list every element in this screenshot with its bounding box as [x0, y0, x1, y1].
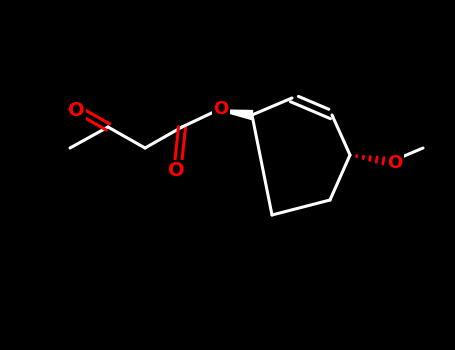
- Text: O: O: [387, 154, 403, 172]
- Text: O: O: [168, 161, 184, 181]
- Polygon shape: [218, 110, 253, 119]
- Text: O: O: [68, 102, 84, 120]
- Text: O: O: [213, 100, 228, 118]
